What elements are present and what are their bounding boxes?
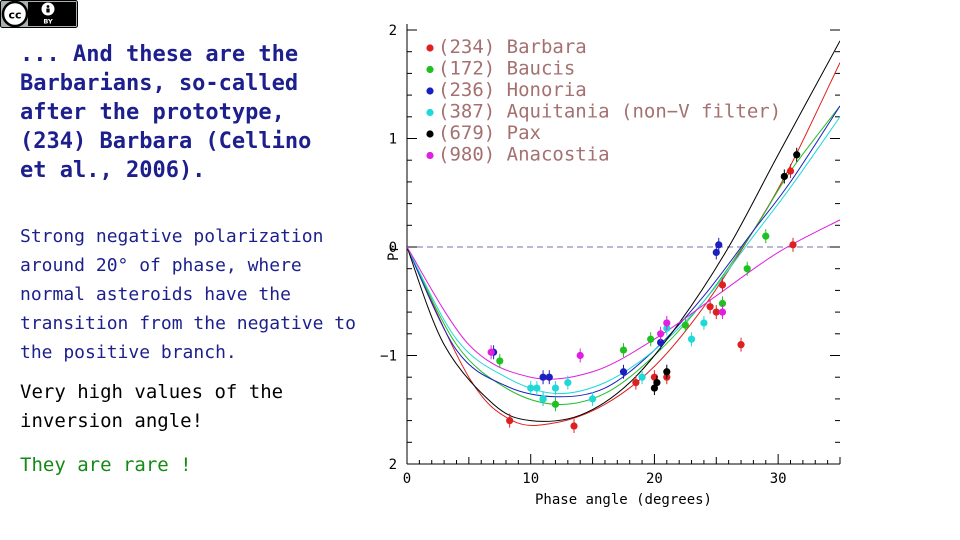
data-point [545, 373, 553, 381]
data-point [647, 335, 655, 343]
y-tick-label: −1 [380, 349, 397, 365]
data-point [564, 379, 572, 387]
data-point [653, 379, 661, 387]
y-axis-label: Pr [386, 244, 402, 261]
data-point [487, 348, 495, 356]
y-tick-label: 1 [389, 132, 397, 148]
cc-label: cc [8, 9, 21, 22]
data-point [681, 321, 689, 329]
fit-curve [407, 105, 840, 405]
data-point [539, 395, 547, 403]
x-tick-label: 10 [522, 471, 539, 487]
fit-curve [407, 116, 840, 395]
x-axis-label: Phase angle (degrees) [535, 492, 712, 508]
data-points [487, 147, 801, 434]
data-point [533, 384, 541, 392]
data-point [780, 172, 788, 181]
data-point [551, 400, 560, 408]
cc-by-badge-graphic: cc BY [0, 0, 78, 28]
legend: (234) Barbara(172) Baucis(236) Honoria(3… [426, 36, 781, 166]
data-point [657, 338, 665, 347]
creative-commons-icon [1, 0, 29, 28]
data-point [527, 384, 535, 392]
data-point [570, 422, 578, 430]
data-point [632, 379, 640, 387]
data-point [706, 303, 714, 311]
data-point [650, 384, 659, 392]
data-point [663, 368, 671, 376]
legend-label: (387) Aquitania (non−V filter) [438, 101, 781, 123]
data-point [619, 368, 628, 376]
data-point [786, 167, 795, 175]
legend-label: (679) Pax [438, 122, 541, 144]
legend-label: (236) Honoria [438, 79, 587, 101]
legend-marker [426, 87, 434, 95]
legend-label: (980) Anacostia [438, 144, 610, 166]
legend-label: (234) Barbara [438, 36, 587, 58]
y-tick-label: 2 [389, 457, 397, 473]
fit-curve [407, 105, 840, 398]
rarity-paragraph: They are rare ! [20, 454, 192, 476]
legend-marker [426, 44, 434, 52]
data-point [789, 241, 797, 249]
by-label: BY [43, 18, 53, 26]
data-point [551, 384, 560, 392]
fit-curve [407, 40, 840, 422]
data-point [718, 299, 727, 308]
data-point [715, 241, 723, 249]
data-point [657, 330, 665, 338]
data-point [743, 265, 751, 273]
data-point [638, 373, 646, 381]
y-tick-label: 2 [389, 23, 397, 39]
data-point [793, 151, 801, 159]
data-point [712, 248, 720, 257]
polarization-paragraph: Strong negative polarization around 20° … [20, 226, 356, 363]
data-point [737, 341, 745, 349]
data-point [506, 417, 514, 425]
legend-marker [426, 130, 434, 138]
data-point [663, 319, 671, 327]
x-tick-label: 20 [646, 471, 663, 487]
legend-label: (172) Baucis [438, 58, 575, 80]
data-point [496, 357, 504, 365]
data-point [588, 395, 597, 403]
legend-marker [426, 65, 434, 74]
data-point [712, 308, 720, 316]
plot-frame [406, 24, 840, 465]
intro-paragraph: ... And these are the Barbarians, so-cal… [20, 42, 312, 183]
data-point [576, 351, 584, 360]
data-point [718, 308, 727, 316]
data-point [700, 319, 708, 327]
legend-marker [426, 108, 434, 117]
x-tick-label: 0 [403, 471, 411, 487]
data-point [687, 335, 696, 343]
data-point [718, 281, 727, 289]
data-point [619, 346, 628, 354]
data-point [539, 373, 547, 381]
y-tick-label: 0 [389, 240, 397, 256]
inversion-angle-paragraph: Very high values of the inversion angle! [20, 381, 284, 432]
cc-by-license-badge: cc BY [0, 0, 78, 28]
fit-curve [407, 219, 840, 380]
legend-marker [426, 151, 434, 160]
data-point [650, 373, 659, 381]
x-tick-label: 30 [770, 471, 787, 487]
data-point [762, 232, 770, 240]
